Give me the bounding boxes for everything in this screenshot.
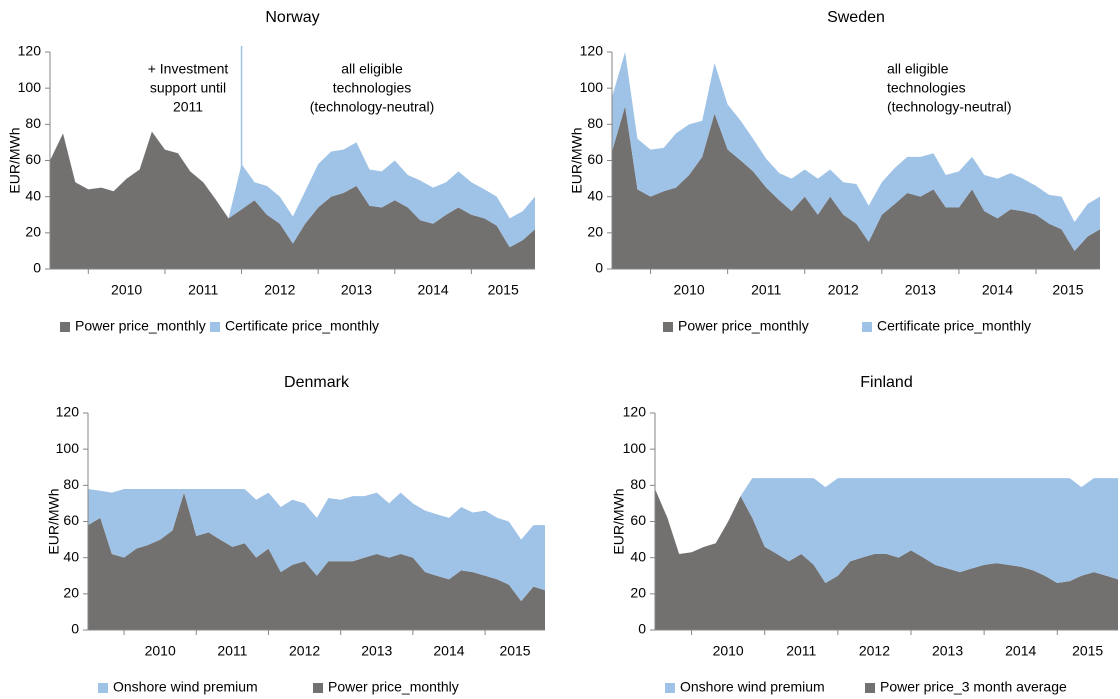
x-tick-label: 2013 [361,643,392,659]
legend-label: Power price_monthly [328,679,459,695]
x-tick-label: 2013 [341,282,372,298]
legend-label: Onshore wind premium [113,679,258,695]
y-tick-label: 20 [63,585,79,601]
x-tick-label: 2015 [499,643,530,659]
annotation: all eligible [341,61,403,77]
y-tick-label: 60 [63,512,79,528]
annotation: (technology-neutral) [887,99,1012,115]
legend-label: Onshore wind premium [680,679,825,695]
x-tick-label: 2012 [828,282,859,298]
annotation: technologies [333,80,412,96]
chart-title: Denmark [284,374,350,391]
y-tick-label: 40 [63,548,79,564]
chart-title: Sweden [827,9,885,26]
legend-swatch [862,322,872,332]
annotation: + Investment [148,61,229,77]
area [612,52,1100,251]
y-tick-label: 40 [587,187,603,203]
y-tick-label: 80 [587,115,603,131]
y-tick-label: 0 [71,621,79,637]
y-axis-label: EUR/MWh [7,127,23,193]
y-tick-label: 100 [623,440,647,456]
y-tick-label: 120 [623,404,647,420]
annotation: 2011 [173,99,203,115]
legend-swatch [210,322,220,332]
y-tick-label: 60 [25,151,41,167]
legend-swatch [865,683,875,693]
x-tick-label: 2015 [488,282,519,298]
chart-title: Finland [860,374,912,391]
legend-label: Power price_3 month average [880,679,1067,695]
y-tick-label: 0 [595,260,603,276]
y-tick-label: 100 [56,440,80,456]
area [655,488,1118,630]
legend-label: Power price_monthly [75,318,206,334]
legend-swatch [663,322,673,332]
x-tick-label: 2010 [145,643,176,659]
annotation: support until [150,80,226,96]
x-tick-label: 2011 [217,643,247,659]
x-tick-label: 2015 [1072,643,1103,659]
x-tick-label: 2014 [433,643,464,659]
legend-swatch [60,322,70,332]
x-tick-label: 2011 [188,282,218,298]
y-tick-label: 120 [580,43,604,59]
legend-swatch [665,683,675,693]
area [50,131,535,248]
area [655,478,1118,583]
y-tick-label: 80 [63,476,79,492]
y-axis-label: EUR/MWh [569,127,585,193]
y-tick-label: 0 [638,621,646,637]
area [88,488,545,602]
y-tick-label: 80 [630,476,646,492]
x-tick-label: 2011 [786,643,816,659]
y-tick-label: 20 [25,224,41,240]
chart-title: Norway [265,9,319,26]
y-axis-label: EUR/MWh [611,488,627,554]
y-tick-label: 40 [25,187,41,203]
y-tick-label: 120 [56,404,80,420]
x-tick-label: 2013 [932,643,963,659]
legend-label: Certificate price_monthly [877,318,1031,334]
area [88,492,545,630]
y-tick-label: 100 [18,79,42,95]
area [50,131,535,269]
x-tick-label: 2013 [905,282,936,298]
x-tick-label: 2014 [418,282,449,298]
y-axis-label: EUR/MWh [46,488,62,554]
x-tick-label: 2010 [111,282,142,298]
legend-swatch [98,683,108,693]
x-tick-label: 2011 [751,282,781,298]
legend-label: Certificate price_monthly [225,318,379,334]
y-tick-label: 60 [587,151,603,167]
y-tick-label: 60 [630,512,646,528]
x-tick-label: 2014 [982,282,1013,298]
x-tick-label: 2012 [289,643,320,659]
annotation: all eligible [887,61,949,77]
x-tick-label: 2012 [859,643,890,659]
y-tick-label: 0 [33,260,41,276]
x-tick-label: 2010 [674,282,705,298]
x-tick-label: 2015 [1052,282,1083,298]
area [612,106,1100,269]
y-tick-label: 80 [25,115,41,131]
y-tick-label: 40 [630,548,646,564]
x-tick-label: 2012 [264,282,295,298]
x-tick-label: 2010 [713,643,744,659]
annotation: (technology-neutral) [310,99,435,115]
y-tick-label: 120 [18,43,42,59]
y-tick-label: 20 [630,585,646,601]
y-tick-label: 100 [580,79,604,95]
legend-swatch [313,683,323,693]
x-tick-label: 2014 [1005,643,1036,659]
legend-label: Power price_monthly [678,318,809,334]
annotation: technologies [887,80,966,96]
y-tick-label: 20 [587,224,603,240]
